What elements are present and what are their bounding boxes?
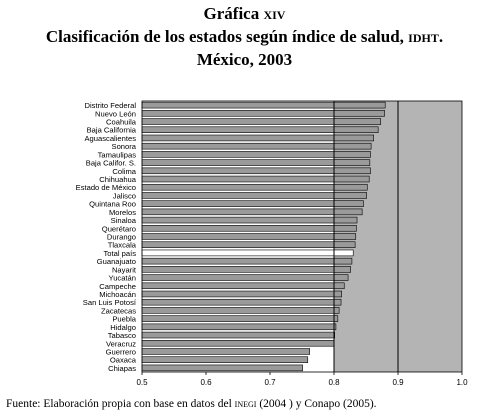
category-label: Oaxaca	[110, 356, 137, 365]
chart-title-line1: Gráfica xiv	[0, 4, 489, 24]
bar	[141, 307, 340, 314]
category-label: Veracruz	[106, 339, 136, 348]
x-tick-label: 0.5	[136, 378, 148, 387]
category-label: Estado de México	[76, 183, 136, 192]
bar	[141, 356, 309, 363]
category-label: Chihuahua	[99, 175, 137, 184]
chart-title-word: Gráfica	[203, 4, 260, 23]
chart-title-text: Clasificación de los estados según índic…	[45, 27, 404, 46]
category-label: Tabasco	[108, 331, 136, 340]
category-label: Sinaloa	[111, 216, 137, 225]
bar	[141, 315, 339, 322]
source-inegi: inegi	[234, 398, 257, 410]
category-label: Baja Califor. S.	[86, 159, 136, 168]
bar-highlight	[141, 249, 354, 257]
bar	[141, 151, 371, 158]
category-label: Campeche	[99, 282, 136, 291]
plot-frame	[141, 100, 463, 373]
bar	[141, 340, 335, 347]
category-label: Nayarit	[112, 265, 137, 274]
category-label: Durango	[107, 233, 136, 242]
bar	[141, 183, 368, 191]
bar	[141, 241, 356, 248]
chart-title-line3: México, 2003	[196, 50, 293, 69]
bar	[141, 200, 364, 207]
category-label: Sonora	[112, 142, 137, 151]
bar	[141, 110, 385, 117]
bar	[141, 225, 357, 232]
category-label: Tlaxcala	[108, 241, 137, 250]
bar	[141, 282, 345, 290]
bar	[141, 290, 342, 298]
x-tick-label: 0.9	[392, 378, 404, 387]
bar	[141, 192, 367, 199]
category-label: Hidalgo	[110, 323, 136, 332]
x-tick-label: 0.7	[264, 378, 276, 387]
category-label: Jalisco	[113, 191, 136, 200]
category-label: Aguascalientes	[84, 134, 136, 143]
bar	[141, 298, 342, 306]
category-label: Puebla	[112, 315, 136, 324]
source-suffix: (2004 ) y Conapo (2005).	[259, 398, 377, 410]
x-tick-label: 0.8	[328, 378, 340, 387]
bar	[141, 348, 310, 355]
bar	[141, 233, 357, 240]
category-label: Yucatán	[109, 274, 136, 283]
bar	[141, 331, 335, 339]
bar	[141, 364, 303, 372]
category-label: Guanajuato	[97, 257, 136, 266]
category-label: Guerrero	[106, 347, 136, 356]
source-note: Fuente: Elaboración propia con base en d…	[6, 398, 377, 410]
category-label: Chiapas	[108, 364, 136, 373]
category-label: San Luis Potosí	[83, 298, 137, 307]
category-label: Quintana Roo	[89, 200, 136, 209]
category-label: Morelos	[109, 208, 136, 217]
chart-title-line2: Clasificación de los estados según índic…	[0, 27, 489, 47]
category-label: Total país	[103, 249, 136, 258]
x-tick-label: 1.0	[456, 378, 468, 387]
x-tick-label: 0.6	[200, 378, 212, 387]
source-prefix: Fuente: Elaboración propia con base en d…	[6, 398, 232, 410]
bar	[141, 266, 351, 273]
bar	[141, 257, 353, 265]
category-label: Baja California	[87, 126, 137, 135]
category-label: Nuevo León	[95, 109, 136, 118]
bar	[141, 101, 386, 109]
category-label: Michoacán	[99, 290, 136, 299]
bar	[141, 159, 371, 166]
bar	[141, 142, 372, 150]
bar	[141, 323, 337, 331]
category-label: Colima	[112, 167, 136, 176]
bar	[141, 167, 371, 175]
category-label: Tamaulipas	[98, 150, 137, 159]
bar	[141, 216, 358, 224]
category-label: Zacatecas	[101, 306, 136, 315]
bar	[141, 134, 374, 142]
bar	[141, 274, 349, 281]
chart-title-number: xiv	[263, 4, 286, 23]
chart-title-index: idht.	[408, 27, 444, 46]
category-label: Querétaro	[102, 224, 136, 233]
category-label: Coahuila	[106, 118, 137, 127]
bar	[141, 126, 379, 133]
bar	[141, 208, 363, 216]
category-label: Distrito Federal	[85, 101, 137, 110]
bar	[141, 118, 382, 125]
bar	[141, 175, 370, 183]
